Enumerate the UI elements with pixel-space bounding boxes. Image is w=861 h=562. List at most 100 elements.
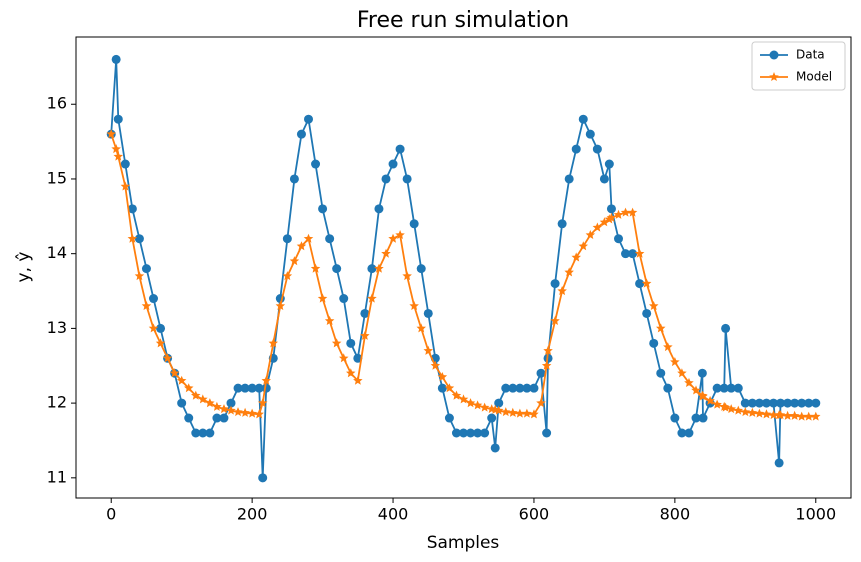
marker (585, 129, 595, 139)
marker (571, 144, 581, 154)
marker (205, 398, 215, 408)
marker (691, 385, 701, 395)
marker (606, 212, 617, 222)
marker (649, 301, 659, 310)
marker (775, 410, 786, 420)
marker (621, 249, 631, 259)
y-tick-label: 13 (47, 318, 67, 337)
marker (656, 323, 666, 333)
marker (811, 398, 821, 408)
marker (120, 181, 131, 191)
marker (409, 219, 419, 229)
marker (381, 174, 391, 184)
marker (402, 271, 412, 281)
marker (628, 249, 638, 259)
marker (789, 410, 800, 420)
marker (198, 428, 208, 438)
marker (776, 398, 786, 408)
marker (712, 383, 722, 393)
marker (324, 315, 335, 325)
marker (303, 233, 314, 243)
marker (747, 398, 757, 408)
marker (740, 398, 750, 408)
marker (282, 234, 292, 244)
marker (541, 360, 552, 370)
marker (578, 241, 588, 251)
marker (747, 407, 758, 417)
marker (212, 401, 222, 411)
y-tick-label: 15 (47, 168, 67, 187)
marker (783, 398, 793, 408)
marker (494, 398, 504, 408)
marker (634, 248, 645, 258)
marker (691, 413, 701, 423)
marker (515, 383, 525, 393)
marker (740, 407, 751, 417)
marker (127, 204, 137, 214)
marker (754, 408, 765, 418)
plot-frame (75, 36, 852, 499)
marker (444, 383, 455, 393)
marker (697, 368, 707, 378)
marker (247, 383, 257, 393)
marker (367, 293, 377, 303)
marker (670, 357, 680, 367)
marker (508, 383, 518, 393)
x-tick-label: 400 (378, 505, 409, 524)
marker (141, 301, 152, 310)
marker (226, 398, 236, 408)
marker (599, 217, 610, 227)
marker (184, 383, 194, 393)
marker (177, 398, 187, 408)
marker (720, 402, 731, 412)
marker (240, 383, 250, 393)
marker (458, 394, 469, 404)
marker (627, 207, 638, 217)
marker (642, 308, 652, 318)
y-tick-label: 12 (47, 393, 67, 412)
marker (437, 372, 448, 381)
marker (149, 294, 158, 304)
marker (226, 405, 236, 415)
marker (111, 144, 121, 154)
marker (501, 383, 511, 393)
marker (437, 383, 447, 393)
marker (719, 383, 729, 393)
y-tick-label: 11 (47, 467, 67, 486)
marker (550, 315, 560, 325)
marker (233, 407, 243, 417)
marker (381, 248, 391, 258)
legend-label: Model (796, 70, 832, 84)
marker (184, 413, 194, 423)
series (106, 54, 821, 483)
marker (604, 159, 614, 169)
marker (774, 458, 784, 468)
marker (325, 234, 335, 244)
marker (522, 383, 532, 393)
marker (346, 338, 356, 348)
marker (258, 473, 268, 483)
marker (374, 204, 384, 214)
marker (804, 398, 814, 408)
marker (120, 159, 130, 169)
series (106, 129, 821, 421)
marker (268, 338, 278, 348)
marker (402, 174, 412, 184)
marker (198, 394, 208, 404)
marker (282, 271, 293, 281)
marker (409, 301, 419, 310)
marker (620, 207, 631, 217)
marker (296, 241, 307, 251)
marker (490, 443, 500, 453)
marker (769, 72, 779, 81)
marker (134, 234, 144, 244)
marker (465, 398, 476, 408)
marker (247, 408, 257, 418)
marker (726, 404, 736, 414)
marker (360, 308, 370, 318)
marker (550, 279, 560, 289)
marker (529, 383, 539, 393)
marker (289, 174, 299, 184)
marker (761, 398, 771, 408)
